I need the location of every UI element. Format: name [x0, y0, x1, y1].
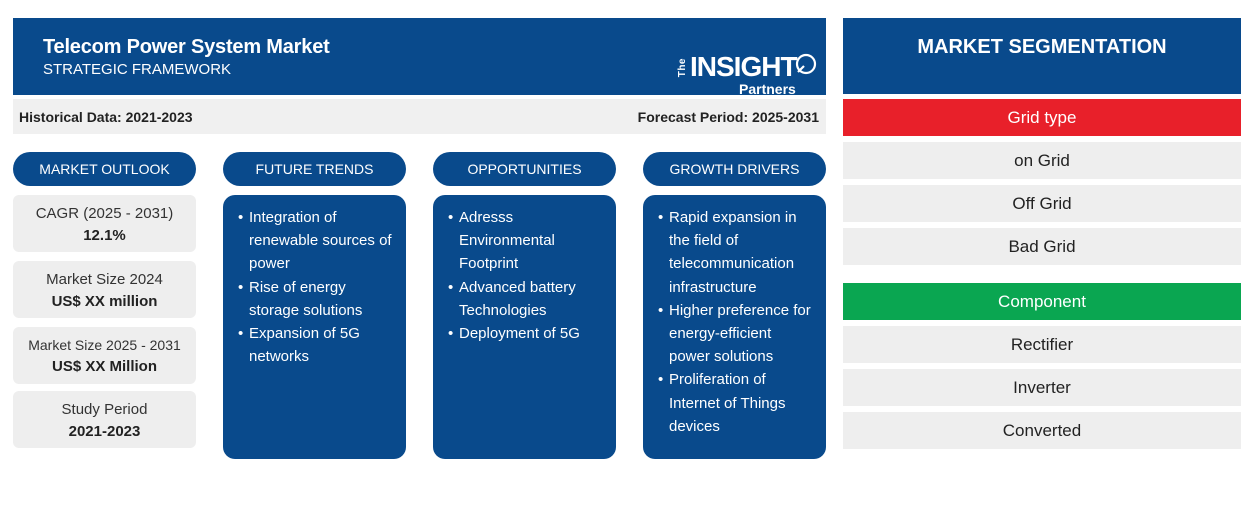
opportunities-card: Adresss Environmental Footprint Advanced… [433, 195, 616, 459]
page-subtitle: STRATEGIC FRAMEWORK [43, 61, 232, 78]
growth-drivers-header: GROWTH DRIVERS [643, 152, 826, 186]
segment-item: on Grid [843, 142, 1241, 179]
stat-value: US$ XX Million [51, 358, 157, 375]
stat-value: 12.1% [83, 227, 126, 244]
logo-swoosh-icon [795, 53, 817, 75]
list-item: Advanced battery Technologies [448, 276, 606, 322]
market-outlook-header: MARKET OUTLOOK [13, 152, 196, 186]
stat-label: Market Size 2024 [46, 271, 163, 288]
segment-item: Inverter [843, 369, 1241, 406]
logo-the-text: The [677, 58, 688, 78]
segment-category-grid-type: Grid type [843, 99, 1241, 136]
forecast-period: Forecast Period: 2025-2031 [637, 109, 819, 125]
stat-label: CAGR (2025 - 2031) [35, 205, 174, 222]
historical-data: Historical Data: 2021-2023 [19, 109, 193, 125]
opportunities-header: OPPORTUNITIES [433, 152, 616, 186]
list-item: Higher preference for energy-efficient p… [658, 299, 816, 369]
page-title: Telecom Power System Market [43, 36, 330, 58]
study-period-stat: Study Period 2021-2023 [13, 391, 196, 448]
segmentation-header: MARKET SEGMENTATION [843, 18, 1241, 94]
stat-value: 2021-2023 [68, 423, 141, 440]
growth-drivers-list: Rapid expansion in the field of telecomm… [658, 206, 816, 438]
opportunities-list: Adresss Environmental Footprint Advanced… [448, 206, 606, 345]
list-item: Deployment of 5G [448, 322, 606, 345]
segment-item: Converted [843, 412, 1241, 449]
segment-item: Bad Grid [843, 228, 1241, 265]
list-item: Rise of energy storage solutions [238, 276, 396, 322]
list-item: Adresss Environmental Footprint [448, 206, 606, 276]
segment-item: Off Grid [843, 185, 1241, 222]
period-bar: Historical Data: 2021-2023 Forecast Peri… [13, 99, 826, 134]
segment-category-component: Component [843, 283, 1241, 320]
stat-label: Market Size 2025 - 2031 [28, 337, 181, 353]
list-item: Integration of renewable sources of powe… [238, 206, 396, 276]
growth-drivers-card: Rapid expansion in the field of telecomm… [643, 195, 826, 459]
stat-value: US$ XX million [51, 293, 158, 310]
segment-item: Rectifier [843, 326, 1241, 363]
future-trends-header: FUTURE TRENDS [223, 152, 406, 186]
market-size-forecast-stat: Market Size 2025 - 2031 US$ XX Million [13, 327, 196, 384]
list-item: Expansion of 5G networks [238, 322, 396, 368]
list-item: Rapid expansion in the field of telecomm… [658, 206, 816, 299]
logo-insight-text: INSIGHT [690, 51, 798, 82]
future-trends-card: Integration of renewable sources of powe… [223, 195, 406, 459]
future-trends-list: Integration of renewable sources of powe… [238, 206, 396, 368]
market-size-2024-stat: Market Size 2024 US$ XX million [13, 261, 196, 318]
list-item: Proliferation of Internet of Things devi… [658, 368, 816, 438]
cagr-stat: CAGR (2025 - 2031) 12.1% [13, 195, 196, 252]
report-header: Telecom Power System Market STRATEGIC FR… [13, 18, 826, 97]
logo-partners-text: Partners [739, 81, 796, 97]
insight-partners-logo: The INSIGHT Partners [676, 52, 821, 100]
stat-label: Study Period [61, 401, 148, 418]
